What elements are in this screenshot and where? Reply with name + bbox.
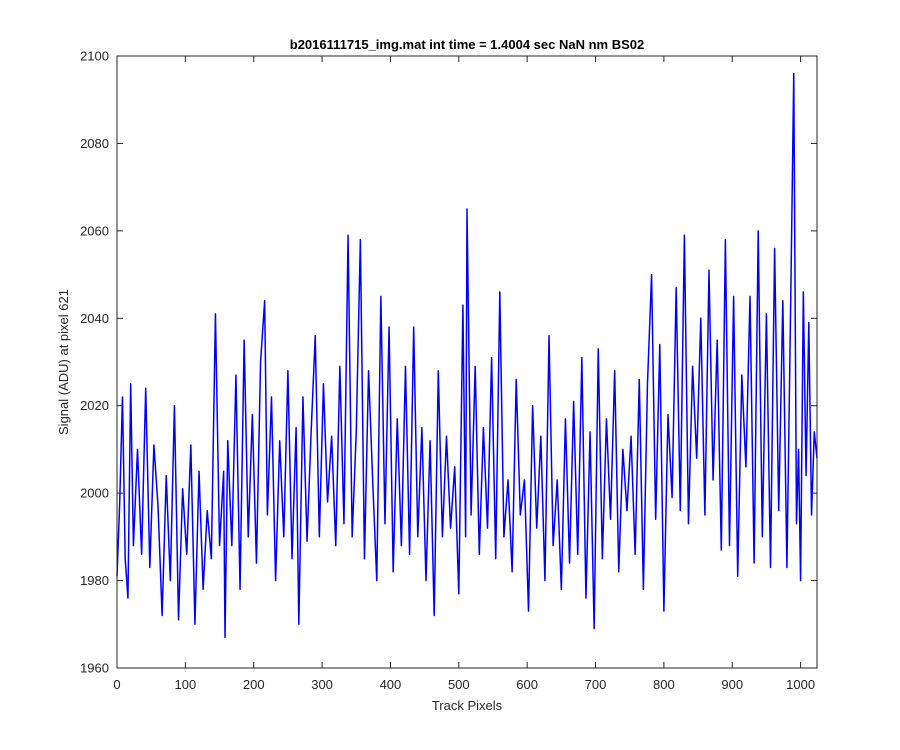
y-tick-label-7: 2100 <box>80 49 109 64</box>
chart-title: b2016111715_img.mat int time = 1.4004 se… <box>290 37 644 52</box>
x-axis-title: Track Pixels <box>432 698 503 713</box>
x-tick-label-1: 100 <box>175 677 197 692</box>
series-layer <box>116 72 818 639</box>
x-axis: 0 100 200 300 400 500 600 700 800 900 1000 <box>113 56 815 692</box>
y-tick-label-3: 2020 <box>80 398 109 413</box>
y-tick-label-4: 2040 <box>80 311 109 326</box>
series-line-0 <box>116 72 818 639</box>
x-tick-label-2: 200 <box>243 677 265 692</box>
plot-frame <box>116 55 818 669</box>
x-tick-label-0: 0 <box>113 677 120 692</box>
y-tick-label-2: 2000 <box>80 486 109 501</box>
x-tick-label-8: 800 <box>653 677 675 692</box>
y-tick-label-5: 2060 <box>80 223 109 238</box>
y-axis-title: Signal (ADU) at pixel 621 <box>56 289 71 435</box>
x-tick-label-5: 500 <box>448 677 470 692</box>
x-tick-label-9: 900 <box>721 677 743 692</box>
y-tick-label-1: 1980 <box>80 573 109 588</box>
x-tick-label-4: 400 <box>380 677 402 692</box>
y-axis: 1960 1980 2000 2020 2040 2060 2080 2100 <box>80 49 817 676</box>
x-tick-label-7: 700 <box>585 677 607 692</box>
x-tick-label-3: 300 <box>311 677 333 692</box>
y-tick-label-6: 2080 <box>80 136 109 151</box>
x-tick-label-10: 1000 <box>786 677 815 692</box>
x-tick-label-6: 600 <box>516 677 538 692</box>
y-tick-label-0: 1960 <box>80 661 109 676</box>
